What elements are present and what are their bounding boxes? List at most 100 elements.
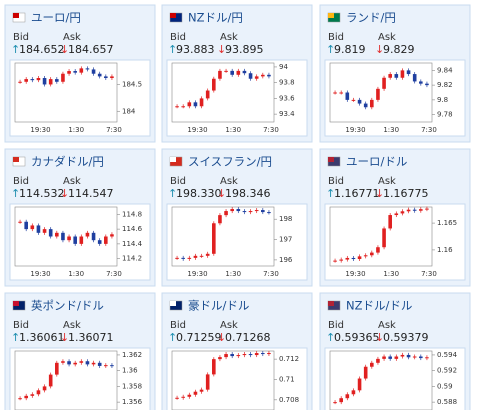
candle [351, 99, 356, 101]
x-tick-label: 1:30 [225, 126, 241, 134]
candle [61, 361, 65, 363]
x-tick-label: 19:30 [30, 270, 50, 278]
candle [187, 394, 192, 397]
candle [199, 98, 204, 107]
plot-area [171, 206, 275, 267]
candle [61, 232, 65, 241]
candle [110, 234, 114, 237]
candle [97, 73, 102, 77]
y-tick-label: 1.362 [122, 351, 142, 359]
bid-arrow: ↑ [326, 331, 335, 344]
candle [339, 92, 343, 94]
candle [18, 221, 22, 223]
tile-title[interactable]: NZドル/円 [188, 11, 243, 25]
tile-title[interactable]: 英ポンド/ドル [31, 299, 104, 313]
y-tick-label: 0.71 [279, 375, 295, 383]
candle [97, 240, 102, 244]
tile-title[interactable]: NZドル/ドル [346, 299, 412, 313]
x-tick-label: 7:30 [421, 270, 437, 278]
plot-area [14, 206, 118, 267]
candle [218, 357, 222, 360]
ask-label: Ask [220, 32, 238, 43]
candle [24, 221, 28, 230]
candle [36, 390, 41, 395]
candle [230, 70, 234, 75]
tile-title[interactable]: ユーロ/ドル [346, 155, 407, 169]
plot-area [329, 206, 433, 267]
flag-icon-mark [170, 157, 176, 162]
bid-label: Bid [328, 320, 344, 331]
tile-title[interactable]: カナダドル/円 [31, 155, 104, 169]
candle [104, 76, 108, 79]
candle [376, 247, 380, 253]
candle [370, 252, 374, 256]
flag-icon-mark [328, 157, 334, 162]
candle [175, 257, 179, 259]
bid-value: 1.16771 [334, 187, 380, 200]
y-tick-label: 0.592 [437, 367, 457, 375]
candle [181, 257, 185, 259]
candle [48, 374, 53, 387]
y-tick-label: 114.2 [122, 255, 142, 263]
candle [181, 396, 185, 398]
ask-arrow: ↓ [60, 187, 69, 200]
y-tick-label: 114.8 [122, 210, 142, 218]
candle [181, 106, 185, 108]
tile-title[interactable]: ランド/円 [346, 11, 396, 25]
y-tick-label: 0.594 [437, 351, 458, 359]
candle [345, 257, 350, 260]
candle [406, 209, 411, 212]
candle [97, 362, 102, 366]
ask-label: Ask [378, 320, 396, 331]
candle [30, 225, 35, 230]
candle [55, 362, 59, 375]
x-tick-label: 7:30 [106, 270, 122, 278]
bid-value: 198.330 [176, 187, 222, 200]
candle [394, 356, 399, 359]
candle [376, 358, 380, 363]
candle [24, 395, 28, 399]
candle [261, 74, 265, 77]
bid-arrow: ↑ [168, 43, 177, 56]
bid-value: 9.819 [334, 43, 366, 56]
ask-arrow: ↓ [375, 43, 384, 56]
y-tick-label: 0.59 [437, 382, 453, 390]
bid-arrow: ↑ [11, 331, 20, 344]
tile-title[interactable]: 豪ドル/ドル [188, 299, 249, 313]
candle [400, 354, 405, 357]
tile-title[interactable]: ユーロ/円 [31, 11, 81, 25]
candle [205, 253, 210, 256]
bid-arrow: ↑ [11, 187, 20, 200]
candle [236, 70, 241, 75]
y-tick-label: 9.84 [437, 66, 453, 74]
ask-value: 1.36071 [68, 331, 114, 344]
tile-title[interactable]: スイスフラン/円 [188, 155, 272, 169]
candle [230, 354, 234, 357]
candle [242, 70, 247, 74]
candle [42, 386, 47, 391]
candle [242, 211, 247, 213]
candle [61, 73, 65, 82]
candle [339, 398, 343, 403]
ask-label: Ask [220, 176, 238, 187]
candle [79, 361, 84, 363]
candle [199, 255, 204, 257]
y-tick-label: 9.8 [437, 96, 448, 104]
x-tick-label: 19:30 [345, 270, 365, 278]
ask-label: Ask [63, 32, 81, 43]
bid-value: 93.883 [176, 43, 215, 56]
candle [48, 79, 53, 85]
candle [175, 106, 179, 108]
y-tick-label: 0.708 [279, 396, 299, 404]
ask-arrow: ↓ [217, 43, 226, 56]
